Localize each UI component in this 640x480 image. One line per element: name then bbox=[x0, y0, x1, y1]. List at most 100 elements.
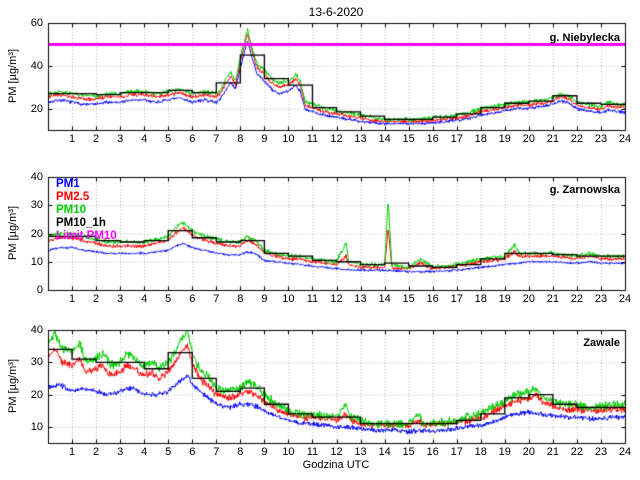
x-tick-label: 20 bbox=[522, 133, 535, 145]
x-tick-label: 1 bbox=[68, 133, 76, 145]
x-tick-label: 21 bbox=[546, 293, 559, 305]
x-tick-label: 24 bbox=[618, 133, 632, 145]
x-tick-label: 1 bbox=[68, 293, 76, 305]
x-tick-label: 10 bbox=[282, 133, 295, 145]
x-tick-label: 17 bbox=[450, 293, 463, 305]
x-tick-label: 6 bbox=[189, 133, 196, 145]
x-tick-label: 6 bbox=[189, 446, 196, 458]
x-tick-label: 22 bbox=[570, 446, 584, 458]
x-axis-label: Godzina UTC bbox=[302, 459, 370, 471]
x-tick-label: 5 bbox=[165, 293, 172, 305]
legend-item-pm1: PM1 bbox=[56, 178, 80, 190]
x-tick-label: 5 bbox=[165, 446, 172, 458]
x-tick-label: 1 bbox=[68, 446, 76, 458]
x-tick-label: 7 bbox=[213, 133, 220, 145]
x-tick-label: 6 bbox=[189, 293, 196, 305]
legend: PM1 PM2.5 PM10 PM10_1h Limit PM10 bbox=[56, 178, 117, 243]
x-tick-label: 21 bbox=[546, 446, 559, 458]
x-tick-label: 23 bbox=[594, 133, 608, 145]
legend-item-pm25: PM2.5 bbox=[56, 191, 90, 203]
x-tick-label: 14 bbox=[378, 446, 391, 458]
x-tick-label: 12 bbox=[330, 133, 343, 145]
x-tick-label: 4 bbox=[141, 446, 148, 458]
x-tick-label: 9 bbox=[261, 293, 268, 305]
x-tick-label: 11 bbox=[306, 133, 319, 145]
y-axis-label-bottom: PM [µg/m³] bbox=[7, 358, 19, 414]
y-tick-label: 60 bbox=[30, 17, 43, 29]
y-tick-label: 20 bbox=[30, 227, 43, 240]
x-tick-label: 10 bbox=[282, 293, 295, 305]
legend-item-limit-pm10: Limit PM10 bbox=[56, 230, 117, 242]
x-tick-label: 21 bbox=[546, 133, 559, 145]
x-tick-label: 23 bbox=[594, 293, 608, 305]
x-tick-label: 3 bbox=[117, 133, 124, 145]
x-tick-label: 17 bbox=[450, 446, 463, 458]
y-tick-label: 20 bbox=[30, 388, 43, 401]
x-tick-label: 16 bbox=[426, 133, 439, 145]
station-label-zawale: Zawale bbox=[583, 337, 620, 349]
x-tick-label: 15 bbox=[402, 133, 415, 145]
legend-item-pm10-1h: PM10_1h bbox=[56, 217, 106, 229]
x-tick-label: 8 bbox=[237, 446, 244, 458]
x-tick-label: 17 bbox=[450, 133, 463, 145]
x-tick-label: 3 bbox=[117, 293, 124, 305]
x-tick-label: 24 bbox=[618, 446, 632, 458]
y-tick-label: 10 bbox=[30, 255, 43, 268]
x-tick-label: 24 bbox=[618, 293, 632, 305]
y-tick-label: 30 bbox=[30, 199, 43, 212]
x-tick-label: 8 bbox=[237, 293, 244, 305]
x-tick-label: 3 bbox=[117, 446, 124, 458]
x-tick-label: 15 bbox=[402, 446, 415, 458]
y-tick-label: 0 bbox=[36, 284, 43, 296]
station-label-niebylecka: g. Niebylecka bbox=[549, 32, 620, 44]
x-tick-label: 16 bbox=[426, 293, 439, 305]
x-tick-label: 4 bbox=[141, 133, 148, 145]
legend-item-pm10: PM10 bbox=[56, 204, 87, 216]
x-tick-label: 5 bbox=[165, 133, 172, 145]
x-tick-label: 13 bbox=[354, 446, 367, 458]
x-tick-label: 2 bbox=[93, 133, 100, 145]
x-tick-label: 20 bbox=[522, 293, 535, 305]
y-axis-label-top: PM [µg/m³] bbox=[7, 48, 19, 104]
y-axis-label-middle: PM [µg/m³] bbox=[7, 205, 19, 261]
x-tick-label: 2 bbox=[93, 293, 100, 305]
x-tick-label: 7 bbox=[213, 293, 220, 305]
x-tick-label: 19 bbox=[498, 133, 511, 145]
station-label-zarnowska: g. Zarnowska bbox=[549, 184, 620, 196]
y-tick-label: 30 bbox=[30, 356, 43, 369]
x-tick-label: 18 bbox=[474, 133, 487, 145]
x-tick-label: 14 bbox=[378, 293, 391, 305]
y-tick-label: 40 bbox=[30, 324, 43, 336]
x-tick-label: 8 bbox=[237, 133, 244, 145]
x-tick-label: 16 bbox=[426, 446, 439, 458]
x-tick-label: 12 bbox=[330, 446, 343, 458]
x-tick-label: 11 bbox=[306, 293, 319, 305]
x-tick-label: 22 bbox=[570, 133, 584, 145]
y-tick-label: 10 bbox=[30, 420, 43, 433]
x-tick-label: 9 bbox=[261, 446, 268, 458]
x-tick-label: 18 bbox=[474, 446, 487, 458]
x-tick-label: 9 bbox=[261, 133, 268, 145]
x-tick-label: 14 bbox=[378, 133, 391, 145]
x-tick-label: 18 bbox=[474, 293, 487, 305]
x-tick-label: 19 bbox=[498, 446, 511, 458]
y-tick-label: 40 bbox=[30, 59, 43, 72]
x-tick-label: 2 bbox=[93, 446, 100, 458]
x-tick-label: 10 bbox=[282, 446, 295, 458]
x-tick-label: 4 bbox=[141, 293, 148, 305]
y-tick-label: 20 bbox=[30, 102, 43, 115]
x-tick-label: 23 bbox=[594, 446, 608, 458]
x-tick-label: 11 bbox=[306, 446, 319, 458]
x-tick-label: 7 bbox=[213, 446, 220, 458]
x-tick-label: 15 bbox=[402, 293, 415, 305]
x-tick-label: 19 bbox=[498, 293, 511, 305]
x-tick-label: 12 bbox=[330, 293, 343, 305]
figure-title: 13-6-2020 bbox=[308, 5, 364, 19]
x-tick-label: 22 bbox=[570, 293, 584, 305]
y-tick-label: 40 bbox=[30, 171, 43, 183]
x-tick-label: 13 bbox=[354, 293, 367, 305]
x-tick-label: 20 bbox=[522, 446, 535, 458]
x-tick-label: 13 bbox=[354, 133, 367, 145]
